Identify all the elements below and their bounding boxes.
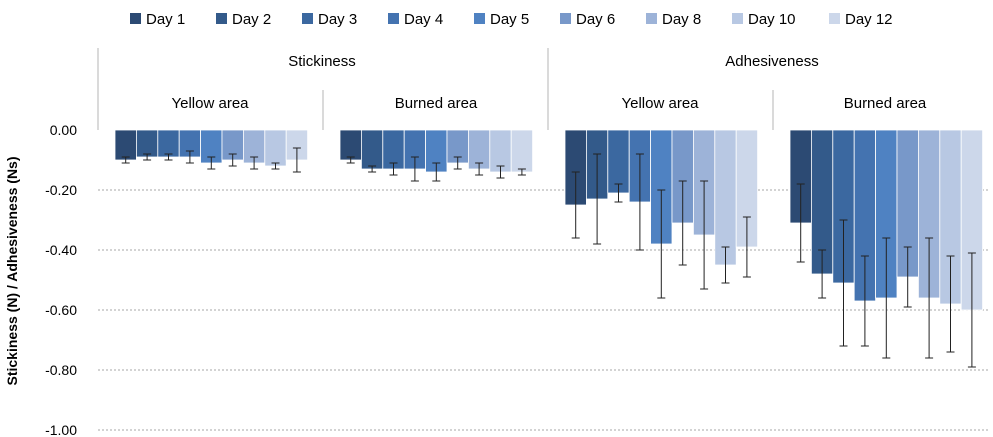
legend-swatch <box>646 13 657 24</box>
legend-label: Day 12 <box>845 11 893 28</box>
legend-label: Day 2 <box>232 11 271 28</box>
bar <box>339 129 362 161</box>
legend-swatch <box>732 13 743 24</box>
bar <box>360 129 384 170</box>
y-tick-label: -0.80 <box>45 362 77 378</box>
legend-label: Day 6 <box>576 11 615 28</box>
subgroup-label-stickiness-burned: Burned area <box>395 95 478 112</box>
legend-swatch <box>216 13 227 24</box>
legend-swatch <box>302 13 313 24</box>
bar <box>714 129 737 266</box>
legend-label: Day 1 <box>146 11 185 28</box>
bar <box>510 129 534 173</box>
subgroup-label-adhesiveness-burned: Burned area <box>844 95 927 112</box>
y-tick-label: -1.00 <box>45 422 77 437</box>
y-tick-label: -0.40 <box>45 242 77 258</box>
legend-label: Day 5 <box>490 11 529 28</box>
legend-swatch <box>388 13 399 24</box>
group-label-stickiness: Stickiness <box>288 53 356 70</box>
y-tick-label: 0.00 <box>50 122 77 138</box>
y-axis-title: Stickiness (N) / Adhesiveness (Ns) <box>4 156 20 385</box>
group-headers: Stickiness Adhesiveness Yellow area Burn… <box>172 53 927 112</box>
subgroup-label-adhesiveness-yellow: Yellow area <box>622 95 700 112</box>
legend-label: Day 10 <box>748 11 796 28</box>
y-tick-label: -0.20 <box>45 182 77 198</box>
legend-swatch <box>560 13 571 24</box>
legend-label: Day 3 <box>318 11 357 28</box>
legend-swatch <box>829 13 840 24</box>
bar <box>114 129 137 161</box>
legend-label: Day 4 <box>404 11 443 28</box>
bar <box>264 129 287 167</box>
legend-label: Day 8 <box>662 11 701 28</box>
group-label-adhesiveness: Adhesiveness <box>725 53 818 70</box>
subgroup-label-stickiness-yellow: Yellow area <box>172 95 250 112</box>
bar <box>135 129 159 158</box>
axes: 0.00 -0.20 -0.40 -0.60 -0.80 -1.00 <box>45 48 990 437</box>
bars <box>114 129 984 311</box>
legend-swatch <box>130 13 141 24</box>
legend-swatch <box>474 13 485 24</box>
error-bars <box>121 147 976 368</box>
y-tick-label: -0.60 <box>45 302 77 318</box>
bar <box>157 129 180 158</box>
legend: Day 1 Day 2 Day 3 Day 4 Day 5 Day 6 Day 8 Day 1… <box>130 11 893 28</box>
